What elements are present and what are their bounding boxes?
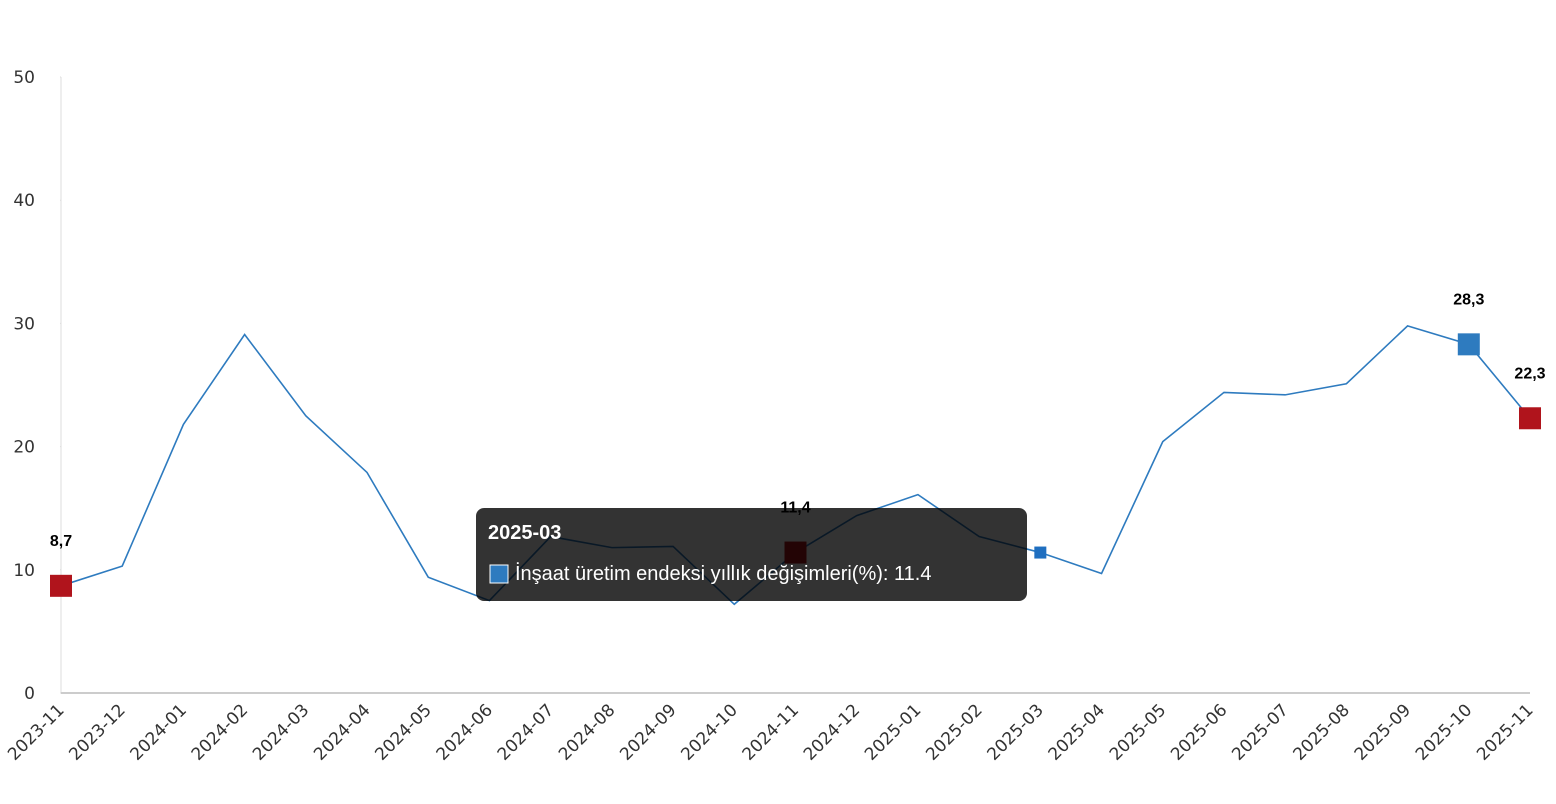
x-tick-label: 2024-06 xyxy=(433,700,497,764)
tooltip-swatch xyxy=(489,564,509,584)
x-tick-label: 2024-03 xyxy=(249,700,313,764)
x-tick-label: 2025-09 xyxy=(1351,700,1415,764)
y-tick-label: 50 xyxy=(13,68,35,88)
x-tick-label: 2025-03 xyxy=(984,700,1048,764)
tooltip-box xyxy=(476,508,1027,601)
x-tick-label: 2025-04 xyxy=(1045,700,1109,764)
x-tick-label: 2024-05 xyxy=(371,700,435,764)
x-tick-label: 2025-10 xyxy=(1412,700,1476,764)
data-label: 8,7 xyxy=(50,533,72,550)
x-tick-label: 2024-08 xyxy=(555,700,619,764)
data-label: 28,3 xyxy=(1453,291,1484,308)
marker xyxy=(50,574,72,597)
x-tick-label: 2024-01 xyxy=(127,700,191,764)
x-tick-label: 2025-02 xyxy=(922,700,986,764)
x-tick-label: 2025-05 xyxy=(1106,700,1170,764)
data-label: 22,3 xyxy=(1514,365,1545,382)
marker xyxy=(1457,333,1480,356)
tooltip: 2025-03 İnşaat üretim endeksi yıllık deği… xyxy=(476,508,1027,601)
x-tick-label: 2025-01 xyxy=(861,700,925,764)
x-tick-label: 2024-12 xyxy=(800,700,864,764)
x-tick-label: 2024-07 xyxy=(494,700,558,764)
x-tick-label: 2024-02 xyxy=(188,700,252,764)
y-tick-label: 40 xyxy=(13,191,35,211)
x-tick-label: 2025-11 xyxy=(1473,700,1537,764)
x-tick-label: 2025-06 xyxy=(1167,700,1231,764)
tooltip-title: 2025-03 xyxy=(488,522,561,544)
x-tick-label: 2024-09 xyxy=(616,700,680,764)
tooltip-text: İnşaat üretim endeksi yıllık değişimleri… xyxy=(515,562,931,585)
hover-marker xyxy=(1034,546,1047,559)
x-tick-label: 2023-11 xyxy=(4,700,68,764)
y-tick-label: 0 xyxy=(24,684,35,704)
x-tick-label: 2025-08 xyxy=(1290,700,1354,764)
y-tick-label: 10 xyxy=(13,561,35,581)
x-tick-label: 2024-04 xyxy=(310,700,374,764)
marker xyxy=(1519,407,1541,430)
x-tick-label: 2025-07 xyxy=(1228,700,1292,764)
x-tick-label: 2024-10 xyxy=(677,700,741,764)
x-tick-label: 2024-11 xyxy=(739,700,803,764)
x-tick-label: 2023-12 xyxy=(65,700,129,764)
y-tick-label: 20 xyxy=(13,438,35,458)
y-tick-label: 30 xyxy=(13,314,35,334)
